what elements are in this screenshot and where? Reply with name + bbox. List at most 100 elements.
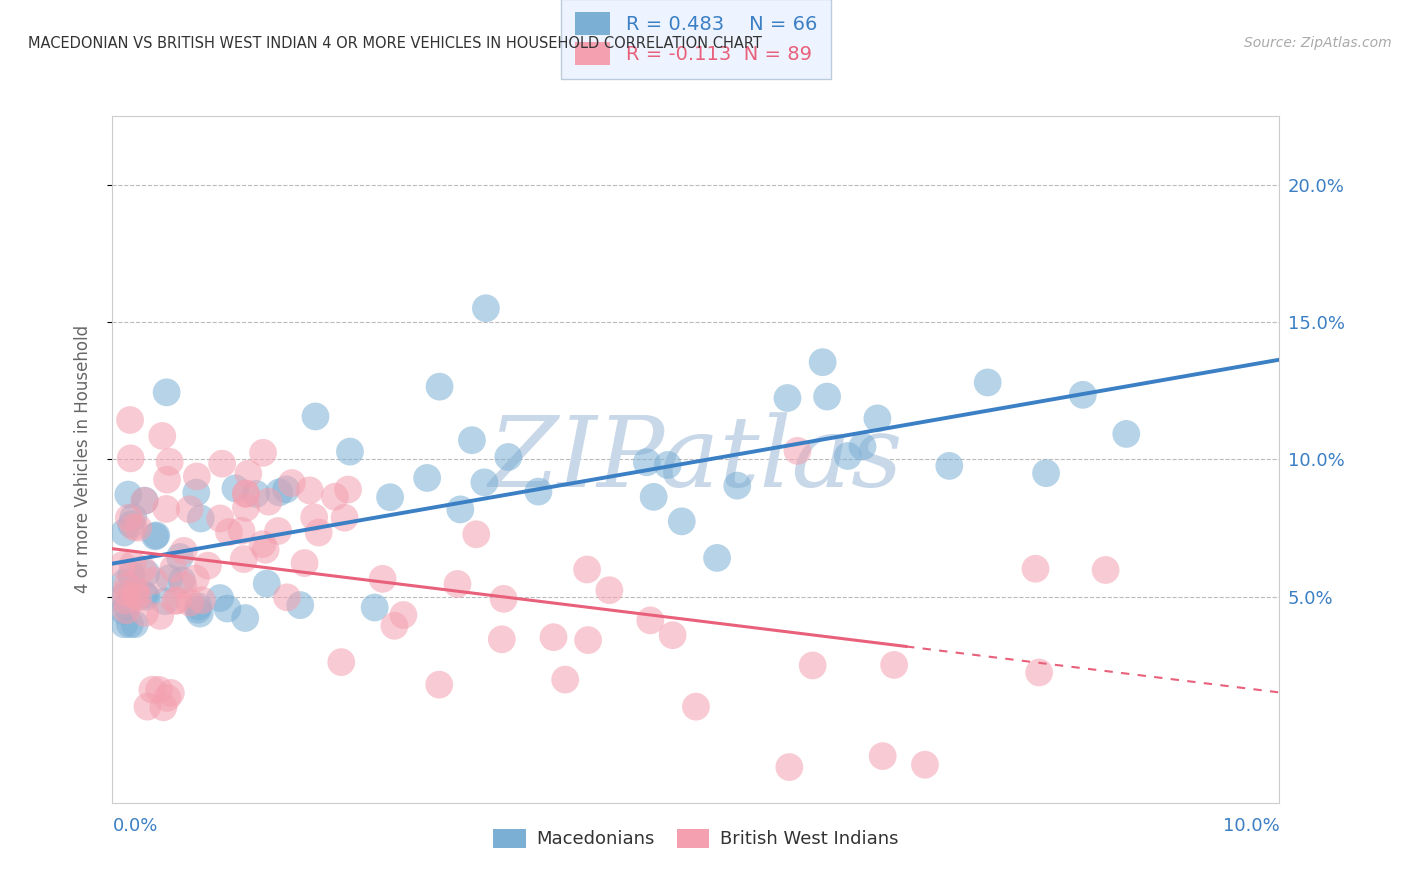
Point — [179, 596, 201, 610]
Point — [115, 603, 138, 617]
Point — [281, 476, 304, 491]
Point — [461, 433, 484, 447]
Point — [120, 451, 142, 466]
Point — [576, 633, 599, 648]
Point — [1028, 665, 1050, 680]
Point — [145, 528, 167, 542]
Point — [117, 487, 139, 501]
Point — [883, 657, 905, 672]
Point — [112, 525, 135, 540]
Point — [308, 525, 330, 540]
Point — [134, 606, 156, 620]
Point — [474, 475, 496, 490]
Point — [446, 577, 468, 591]
Point — [643, 490, 665, 504]
Point — [245, 487, 267, 501]
Point — [112, 604, 135, 618]
Point — [725, 478, 748, 492]
Point — [640, 613, 662, 627]
Text: Source: ZipAtlas.com: Source: ZipAtlas.com — [1244, 36, 1392, 50]
Point — [294, 556, 316, 570]
Point — [149, 608, 172, 623]
Point — [159, 455, 181, 469]
Point — [118, 617, 141, 632]
Point — [235, 500, 257, 515]
Point — [125, 582, 148, 597]
Point — [170, 574, 193, 588]
Point — [330, 655, 353, 669]
Point — [543, 630, 565, 644]
Point — [661, 628, 683, 642]
Point — [118, 510, 141, 524]
Point — [127, 521, 149, 535]
Point — [914, 757, 936, 772]
Point — [135, 566, 157, 581]
Point — [115, 593, 138, 607]
Point — [256, 576, 278, 591]
Point — [257, 494, 280, 508]
Point — [576, 562, 599, 576]
Point — [115, 586, 138, 600]
Point — [191, 593, 214, 607]
Text: ZIPatlas: ZIPatlas — [489, 412, 903, 507]
Point — [1115, 426, 1137, 441]
Point — [134, 493, 156, 508]
Point — [124, 617, 146, 632]
Point — [636, 455, 658, 469]
Point — [112, 576, 135, 591]
Point — [186, 469, 208, 483]
Point — [231, 524, 253, 538]
Point — [491, 632, 513, 647]
Point — [657, 458, 679, 472]
Point — [475, 301, 498, 316]
Point — [378, 490, 401, 504]
Point — [1035, 466, 1057, 480]
Point — [323, 490, 346, 504]
Point — [465, 527, 488, 541]
Point — [384, 619, 406, 633]
Y-axis label: 4 or more Vehicles in Household: 4 or more Vehicles in Household — [73, 326, 91, 593]
Point — [492, 591, 515, 606]
Point — [778, 760, 800, 774]
Point — [339, 444, 361, 458]
Point — [160, 686, 183, 700]
Point — [143, 574, 166, 588]
Point — [252, 537, 274, 551]
Point — [115, 599, 138, 614]
Point — [173, 544, 195, 558]
Point — [232, 552, 254, 566]
Point — [938, 458, 960, 473]
Point — [187, 603, 209, 617]
Point — [156, 473, 179, 487]
Point — [235, 487, 257, 501]
Point — [217, 601, 239, 615]
Point — [218, 525, 240, 540]
Point — [122, 520, 145, 534]
Point — [815, 390, 838, 404]
Point — [1024, 562, 1046, 576]
Point — [811, 355, 834, 369]
Text: 10.0%: 10.0% — [1223, 816, 1279, 835]
Point — [866, 411, 889, 425]
Point — [498, 450, 520, 464]
Point — [141, 682, 163, 697]
Point — [235, 486, 257, 500]
Point — [786, 443, 808, 458]
Point — [156, 385, 179, 400]
Point — [166, 593, 188, 607]
Point — [155, 502, 177, 516]
Point — [392, 607, 415, 622]
Point — [276, 483, 298, 497]
Point — [276, 591, 298, 605]
Point — [416, 471, 439, 485]
Point — [134, 493, 156, 508]
Point — [136, 699, 159, 714]
Point — [172, 578, 194, 592]
Point — [112, 617, 135, 632]
Point — [211, 457, 233, 471]
Point — [363, 600, 385, 615]
Point — [120, 517, 142, 532]
Point — [209, 591, 232, 605]
Point — [122, 510, 145, 524]
Point — [186, 485, 208, 500]
